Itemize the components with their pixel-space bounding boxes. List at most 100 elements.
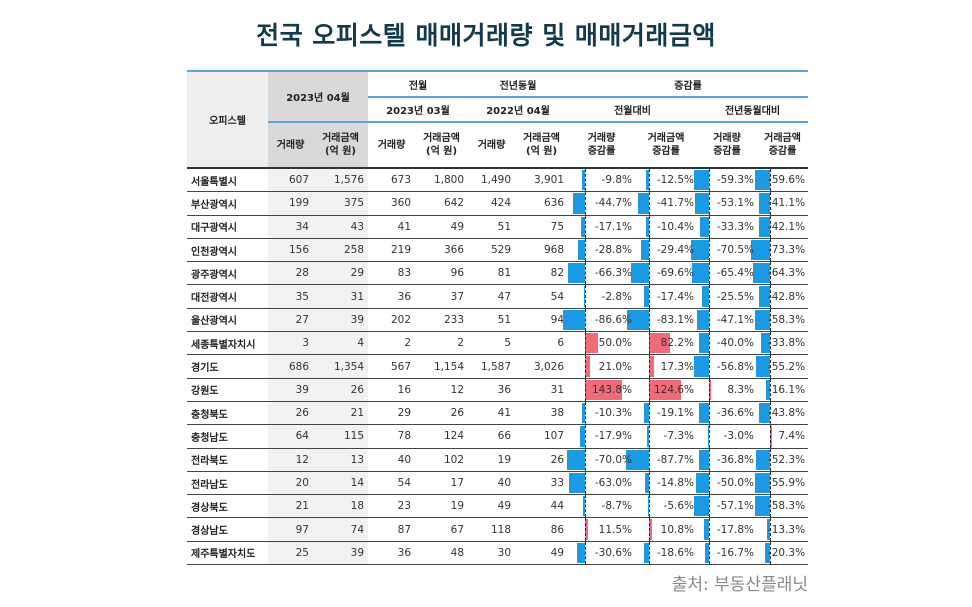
change-cell: -64.3% bbox=[753, 261, 809, 286]
value-cell: 21 bbox=[313, 401, 369, 426]
bar-axis bbox=[649, 332, 651, 355]
negative-bar bbox=[582, 402, 585, 424]
value-cell: 124 bbox=[415, 424, 469, 449]
bar-axis bbox=[770, 401, 772, 425]
bar-axis bbox=[709, 169, 711, 192]
value-cell: 1,354 bbox=[313, 354, 369, 379]
value-cell: 6 bbox=[515, 331, 569, 356]
region-name: 전라북도 bbox=[187, 448, 268, 472]
change-value: -9.8% bbox=[601, 174, 633, 187]
negative-bar bbox=[699, 402, 709, 424]
table-row: 서울특별시 607 1,576 673 1,800 1,490 3,901 -9.8% -12.… bbox=[187, 168, 809, 193]
table-row: 강원도 39 26 16 12 36 31 143.8% 124.6% 8.3% -16.1% bbox=[187, 378, 809, 402]
bar-axis bbox=[709, 308, 711, 332]
negative-bar bbox=[756, 449, 771, 470]
change-cell: -57.1% bbox=[694, 494, 758, 519]
value-cell: 54 bbox=[515, 284, 569, 309]
change-cell: -69.6% bbox=[630, 261, 698, 286]
table-row: 충청북도 26 21 29 26 41 38 -10.3% -19.1% -36.6% -43.8% bbox=[187, 401, 809, 426]
region-name: 광주광역시 bbox=[187, 261, 268, 286]
change-cell: 124.6% bbox=[635, 378, 698, 402]
bar-axis bbox=[585, 448, 587, 471]
value-cell: 28 bbox=[268, 261, 313, 286]
table-row: 인천광역시 156 258 219 366 529 968 -28.8% -29.4% -70.5… bbox=[187, 238, 809, 263]
change-cell: -43.8% bbox=[757, 401, 809, 426]
value-cell: 686 bbox=[268, 354, 313, 379]
header-yoy: 전년동월대비 bbox=[697, 96, 809, 122]
value-cell: 636 bbox=[515, 191, 569, 216]
negative-bar bbox=[644, 402, 649, 424]
value-cell: 75 bbox=[515, 215, 569, 239]
bar-axis bbox=[649, 355, 651, 378]
positive-bar bbox=[649, 379, 682, 400]
bar-axis bbox=[770, 355, 772, 378]
bar-axis bbox=[770, 285, 772, 308]
bar-axis bbox=[770, 262, 772, 285]
negative-bar bbox=[584, 286, 585, 307]
value-cell: 82 bbox=[515, 261, 569, 286]
value-cell: 199 bbox=[268, 191, 313, 216]
change-value: -16.1% bbox=[767, 383, 806, 396]
bar-axis bbox=[709, 262, 711, 285]
bar-axis bbox=[709, 378, 711, 401]
negative-bar bbox=[645, 472, 649, 494]
value-cell: 13 bbox=[313, 448, 369, 472]
change-value: -58.3% bbox=[767, 500, 806, 513]
change-cell: -47.1% bbox=[696, 308, 758, 333]
table-row: 울산광역시 27 39 202 233 51 94 -86.6% -83.1% -47.1% -58… bbox=[187, 308, 809, 333]
change-cell: -20.3% bbox=[757, 541, 809, 566]
negative-bar bbox=[693, 170, 710, 191]
value-cell: 1,587 bbox=[468, 354, 516, 379]
positive-bar bbox=[585, 356, 591, 377]
change-cell: -83.1% bbox=[627, 308, 698, 333]
change-value: -20.3% bbox=[767, 546, 806, 559]
region-name: 대구광역시 bbox=[187, 215, 268, 239]
value-cell: 39 bbox=[313, 308, 369, 333]
change-cell: 21.0% bbox=[568, 354, 636, 379]
change-cell: -44.7% bbox=[568, 191, 636, 216]
change-cell: -28.8% bbox=[568, 238, 636, 263]
value-cell: 37 bbox=[415, 284, 469, 309]
change-cell: -42.1% bbox=[757, 215, 809, 239]
header-prev-year-date: 2022년 04월 bbox=[468, 96, 569, 122]
value-cell: 26 bbox=[515, 448, 569, 472]
change-cell: -70.0% bbox=[566, 448, 636, 472]
bar-axis bbox=[649, 448, 651, 471]
change-value: -5.6% bbox=[663, 500, 695, 513]
change-value: -65.4% bbox=[716, 267, 755, 280]
change-value: -64.3% bbox=[767, 267, 806, 280]
value-cell: 35 bbox=[268, 284, 313, 309]
change-value: -63.0% bbox=[594, 477, 633, 489]
change-cell: -59.3% bbox=[693, 168, 758, 193]
source-note: 출처: 부동산플래닛 bbox=[671, 575, 808, 595]
table-body: 서울특별시 607 1,576 673 1,800 1,490 3,901 -9.8% -12.… bbox=[187, 168, 809, 566]
positive-bar bbox=[585, 379, 623, 400]
negative-bar bbox=[646, 216, 649, 237]
bar-axis bbox=[585, 262, 587, 285]
region-name: 강원도 bbox=[187, 378, 268, 402]
value-cell: 20 bbox=[268, 471, 313, 496]
header-vol-change: 거래량 증감률 bbox=[697, 121, 758, 169]
change-cell: -9.8% bbox=[568, 168, 636, 193]
change-value: -56.8% bbox=[716, 360, 755, 373]
bar-axis bbox=[649, 495, 651, 518]
value-cell: 529 bbox=[468, 238, 516, 263]
value-cell: 48 bbox=[415, 541, 469, 566]
change-value: -12.5% bbox=[656, 174, 695, 187]
bar-axis bbox=[585, 169, 587, 192]
change-value: -25.5% bbox=[716, 290, 755, 303]
change-cell: -16.7% bbox=[697, 541, 758, 566]
region-name: 충청남도 bbox=[187, 424, 268, 449]
change-cell: -29.4% bbox=[635, 238, 698, 263]
change-value: 82.2% bbox=[660, 337, 695, 350]
header-prev-month: 전월 bbox=[368, 70, 469, 97]
change-value: -69.6% bbox=[656, 267, 695, 280]
value-cell: 968 bbox=[515, 238, 569, 263]
change-cell: 8.3% bbox=[697, 378, 758, 402]
negative-bar bbox=[626, 449, 650, 470]
change-value: -29.4% bbox=[656, 244, 695, 257]
region-name: 인천광역시 bbox=[187, 238, 268, 263]
negative-bar bbox=[696, 309, 710, 331]
change-value: -47.1% bbox=[716, 313, 755, 326]
header-current: 2023년 04월 bbox=[268, 70, 369, 122]
